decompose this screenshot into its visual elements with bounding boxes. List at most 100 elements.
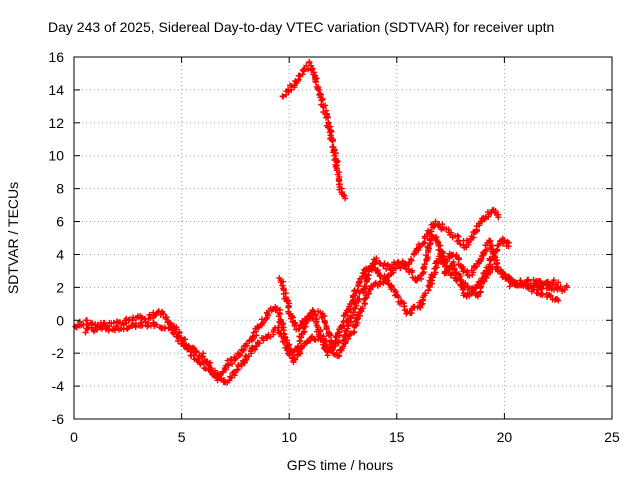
- y-tick-label: -6: [52, 411, 65, 427]
- data-point-isolated-segment: [309, 66, 316, 73]
- data-point-main-trace: [235, 351, 242, 358]
- y-tick-label: 10: [48, 148, 64, 164]
- data-point-upper-band: [327, 332, 334, 339]
- data-point-main-trace: [199, 353, 206, 360]
- data-point-upper-band: [454, 232, 461, 239]
- data-point-isolated-segment: [324, 111, 331, 118]
- data-point-lower-band: [329, 346, 336, 353]
- y-tick-label: 8: [56, 181, 64, 197]
- data-point-isolated-segment: [315, 87, 322, 94]
- data-point-main-trace: [163, 314, 170, 321]
- data-point-lower-band: [230, 369, 237, 376]
- data-point-main-trace: [486, 237, 493, 244]
- data-point-isolated-segment: [312, 79, 319, 86]
- data-point-upper-band: [286, 303, 293, 310]
- data-point-upper-band: [356, 296, 363, 303]
- data-point-upper-band: [431, 223, 438, 230]
- data-point-lower-band: [94, 326, 101, 333]
- data-point-lower-band: [503, 275, 510, 282]
- data-point-lower-band: [132, 320, 139, 327]
- data-point-lower-band: [411, 303, 418, 310]
- data-point-upper-band: [507, 279, 514, 286]
- data-point-isolated-segment: [318, 91, 325, 98]
- data-point-lower-band: [188, 348, 195, 355]
- data-point-main-trace: [248, 337, 255, 344]
- data-point-isolated-segment: [330, 149, 337, 156]
- data-point-upper-band: [457, 241, 464, 248]
- data-point-lower-band: [359, 305, 366, 312]
- data-point-upper-band: [448, 229, 455, 236]
- data-point-lower-band: [169, 324, 176, 331]
- data-point-lower-band: [139, 322, 146, 329]
- data-point-isolated-clusters: [459, 286, 466, 293]
- y-tick-label: -4: [52, 378, 65, 394]
- data-point-main-trace: [198, 353, 205, 360]
- data-point-lower-band: [497, 269, 504, 276]
- data-point-upper-band: [335, 338, 342, 345]
- data-point-main-trace: [421, 261, 428, 268]
- data-point-lower-band: [217, 375, 224, 382]
- data-point-lower-band: [105, 327, 112, 334]
- data-point-lower-band: [221, 378, 228, 385]
- data-point-upper-band: [407, 256, 414, 263]
- data-point-upper-band: [394, 259, 401, 266]
- data-point-main-trace: [470, 269, 477, 276]
- data-point-upper-band: [420, 240, 427, 247]
- data-point-isolated-segment: [329, 138, 336, 145]
- data-point-main-trace: [249, 333, 256, 340]
- y-tick-label: 12: [48, 115, 64, 131]
- data-point-main-trace: [167, 319, 174, 326]
- series-layer: [72, 58, 570, 386]
- data-point-upper-band: [555, 279, 562, 286]
- data-point-main-trace: [419, 270, 426, 277]
- data-point-lower-band: [368, 282, 375, 289]
- data-point-lower-band: [403, 310, 410, 317]
- data-point-lower-band: [297, 343, 304, 350]
- data-point-upper-band: [432, 218, 439, 225]
- data-point-main-trace: [76, 318, 83, 325]
- data-point-main-trace: [324, 352, 331, 359]
- data-point-lower-band: [252, 346, 259, 353]
- data-point-isolated-segment: [328, 128, 335, 135]
- data-point-lower-band: [112, 325, 119, 332]
- chart-title: Day 243 of 2025, Sidereal Day-to-day VTE…: [48, 19, 554, 35]
- data-point-main-trace: [554, 286, 561, 293]
- data-point-lower-band: [351, 328, 358, 335]
- data-point-lower-band: [248, 345, 255, 352]
- data-point-lower-band: [238, 362, 245, 369]
- data-point-isolated-segment: [319, 96, 326, 103]
- data-point-main-trace: [274, 306, 281, 313]
- data-point-main-trace: [355, 279, 362, 286]
- data-point-upper-band: [476, 222, 483, 229]
- data-point-main-trace: [453, 251, 460, 258]
- data-point-main-trace: [160, 310, 167, 317]
- data-point-main-trace: [83, 317, 90, 324]
- data-point-lower-band: [340, 343, 347, 350]
- data-point-main-trace: [146, 311, 153, 318]
- data-point-lower-band: [195, 355, 202, 362]
- data-point-lower-band: [288, 348, 295, 355]
- x-tick-label: 25: [604, 429, 620, 445]
- data-point-lower-band: [547, 292, 554, 299]
- data-point-upper-band: [525, 276, 532, 283]
- data-point-lower-band: [281, 338, 288, 345]
- data-point-upper-band: [495, 214, 502, 221]
- data-point-main-trace: [427, 239, 434, 246]
- data-point-main-trace: [297, 338, 304, 345]
- data-point-main-trace: [190, 344, 197, 351]
- data-point-main-trace: [193, 348, 200, 355]
- data-point-isolated-segment: [313, 75, 320, 82]
- data-point-upper-band: [517, 277, 524, 284]
- y-tick-label: 6: [56, 214, 64, 230]
- data-point-lower-band: [228, 374, 235, 381]
- data-point-main-trace: [361, 271, 368, 278]
- data-point-main-trace: [182, 336, 189, 343]
- data-point-isolated-clusters: [460, 292, 467, 299]
- data-point-main-trace: [275, 313, 282, 320]
- data-point-upper-band: [426, 228, 433, 235]
- data-point-lower-band: [235, 361, 242, 368]
- data-point-isolated-clusters: [487, 256, 494, 263]
- data-point-main-trace: [390, 269, 397, 276]
- data-point-lower-band: [153, 321, 160, 328]
